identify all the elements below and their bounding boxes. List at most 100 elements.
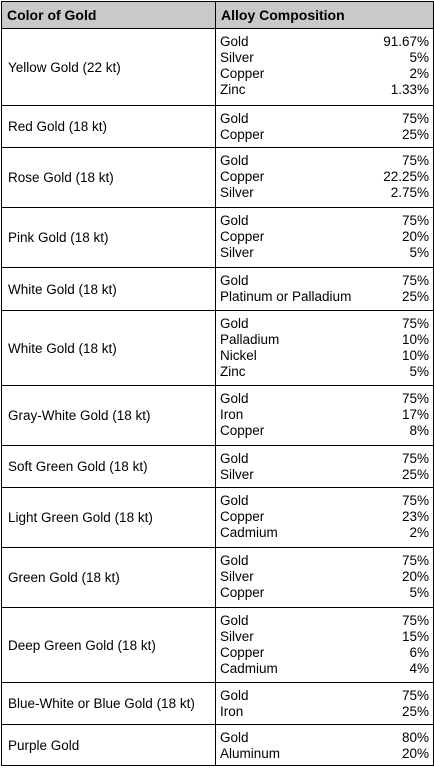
alloy-composition-cell: Gold 75% Silver 20% Copper 5% (215, 547, 434, 608)
alloy-metal: Copper (220, 127, 265, 142)
alloy-line: Iron 25% (220, 704, 429, 720)
table-row: Red Gold (18 kt) Gold 75% Copper 25% (1, 105, 434, 148)
alloy-metal: Gold (220, 451, 249, 466)
alloy-composition-cell: Gold 75% Copper 22.25% Silver 2.75% (215, 147, 434, 208)
alloy-line: Gold 75% (220, 273, 429, 289)
alloy-line: Copper 6% (220, 645, 429, 661)
gold-color-cell: Blue-White or Blue Gold (18 kt) (1, 682, 216, 725)
alloy-metal: Copper (220, 66, 265, 81)
table-row: White Gold (18 kt) Gold 75% Palladium 10% Nic… (1, 310, 434, 386)
alloy-metal: Copper (220, 585, 265, 600)
alloy-percent: 10% (401, 348, 429, 363)
table-row: Blue-White or Blue Gold (18 kt) Gold 75% Ir… (1, 682, 434, 725)
alloy-percent: 75% (401, 613, 429, 628)
alloy-percent: 75% (401, 688, 429, 703)
alloy-percent: 2% (409, 525, 429, 540)
alloy-metal: Silver (220, 569, 254, 584)
alloy-percent: 17% (401, 407, 429, 422)
alloy-percent: 20% (401, 746, 429, 761)
alloy-line: Copper 23% (220, 509, 429, 525)
alloy-percent: 75% (401, 451, 429, 466)
alloy-composition-cell: Gold 80% Aluminum 20% (215, 724, 434, 766)
alloy-percent: 5% (409, 364, 429, 379)
alloy-percent: 25% (401, 704, 429, 719)
table-row: Purple Gold Gold 80% Aluminum 20% (1, 724, 434, 766)
alloy-percent: 23% (401, 509, 429, 524)
alloy-metal: Silver (220, 185, 254, 200)
alloy-line: Gold 75% (220, 451, 429, 467)
alloy-metal: Silver (220, 245, 254, 260)
alloy-line: Platinum or Palladium 25% (220, 289, 429, 305)
alloy-percent: 22.25% (383, 169, 429, 184)
alloy-metal: Gold (220, 613, 249, 628)
alloy-line: Gold 75% (220, 493, 429, 509)
alloy-composition-cell: Gold 91.67% Silver 5% Copper 2% Zinc 1.33% (215, 28, 434, 106)
alloy-metal: Copper (220, 169, 265, 184)
alloy-metal: Gold (220, 34, 249, 49)
alloy-line: Iron 17% (220, 407, 429, 423)
alloy-percent: 5% (409, 50, 429, 65)
alloy-composition-cell: Gold 75% Palladium 10% Nickel 10% Zinc 5% (215, 310, 434, 386)
alloy-line: Copper 2% (220, 66, 429, 82)
alloy-line: Silver 25% (220, 467, 429, 483)
alloy-percent: 6% (409, 645, 429, 660)
table-row: White Gold (18 kt) Gold 75% Platinum or Pal… (1, 267, 434, 311)
alloy-percent: 10% (401, 332, 429, 347)
alloy-line: Copper 20% (220, 229, 429, 245)
alloy-line: Zinc 5% (220, 364, 429, 380)
alloy-line: Gold 75% (220, 316, 429, 332)
alloy-composition-cell: Gold 75% Copper 25% (215, 105, 434, 148)
alloy-line: Copper 25% (220, 127, 429, 143)
table-row: Soft Green Gold (18 kt) Gold 75% Silver 25% (1, 445, 434, 488)
alloy-metal: Gold (220, 153, 249, 168)
alloy-metal: Copper (220, 229, 265, 244)
alloy-line: Aluminum 20% (220, 746, 429, 762)
alloy-metal: Gold (220, 111, 249, 126)
gold-color-cell: Deep Green Gold (18 kt) (1, 607, 216, 683)
alloy-metal: Gold (220, 493, 249, 508)
alloy-metal: Silver (220, 467, 254, 482)
table-body: Yellow Gold (22 kt) Gold 91.67% Silver 5% Cop… (1, 28, 434, 766)
alloy-composition-cell: Gold 75% Copper 23% Cadmium 2% (215, 487, 434, 548)
header-color: Color of Gold (1, 1, 216, 29)
alloy-metal: Platinum or Palladium (220, 289, 352, 304)
alloy-line: Gold 75% (220, 613, 429, 629)
alloy-percent: 75% (401, 553, 429, 568)
table-row: Pink Gold (18 kt) Gold 75% Copper 20% Silver 5… (1, 207, 434, 268)
alloy-percent: 80% (401, 730, 429, 745)
alloy-metal: Iron (220, 407, 244, 422)
alloy-line: Gold 80% (220, 730, 429, 746)
alloy-percent: 2% (409, 66, 429, 81)
alloy-metal: Cadmium (220, 525, 278, 540)
alloy-line: Copper 8% (220, 423, 429, 439)
gold-color-cell: Yellow Gold (22 kt) (1, 28, 216, 106)
alloy-percent: 25% (401, 127, 429, 142)
alloy-line: Gold 75% (220, 553, 429, 569)
table-row: Yellow Gold (22 kt) Gold 91.67% Silver 5% Cop… (1, 28, 434, 106)
gold-color-cell: Red Gold (18 kt) (1, 105, 216, 148)
alloy-line: Gold 75% (220, 111, 429, 127)
gold-color-cell: Light Green Gold (18 kt) (1, 487, 216, 548)
alloy-metal: Gold (220, 316, 249, 331)
alloy-metal: Silver (220, 629, 254, 644)
alloy-line: Cadmium 2% (220, 525, 429, 541)
gold-color-cell: Purple Gold (1, 724, 216, 766)
alloy-line: Silver 5% (220, 50, 429, 66)
alloy-metal: Nickel (220, 348, 257, 363)
alloy-line: Silver 5% (220, 245, 429, 261)
alloy-composition-cell: Gold 75% Platinum or Palladium 25% (215, 267, 434, 311)
alloy-line: Zinc 1.33% (220, 82, 429, 98)
alloy-percent: 1.33% (390, 82, 429, 97)
alloy-percent: 25% (401, 467, 429, 482)
alloy-line: Palladium 10% (220, 332, 429, 348)
gold-color-cell: White Gold (18 kt) (1, 267, 216, 311)
header-row: Color of Gold Alloy Composition (1, 1, 434, 29)
table-row: Gray-White Gold (18 kt) Gold 75% Iron 17% Cop… (1, 385, 434, 446)
alloy-line: Nickel 10% (220, 348, 429, 364)
header-composition: Alloy Composition (215, 1, 434, 29)
alloy-metal: Palladium (220, 332, 280, 347)
alloy-line: Gold 75% (220, 688, 429, 704)
alloy-percent: 75% (401, 111, 429, 126)
alloy-percent: 20% (401, 229, 429, 244)
alloy-percent: 75% (401, 493, 429, 508)
